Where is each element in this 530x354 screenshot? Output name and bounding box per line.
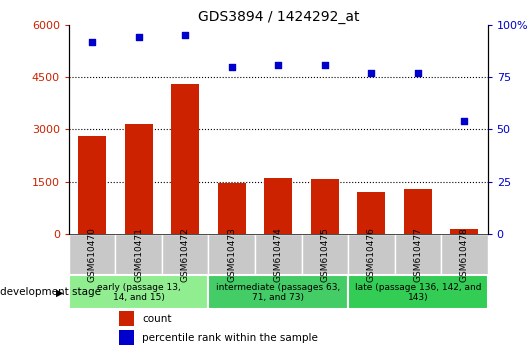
Text: count: count (142, 314, 172, 324)
Bar (78, 136, 106, 234)
Bar (441, 234, 488, 275)
Point (274, 62, 282, 67)
Point (88, 39, 96, 44)
Text: GSM610476: GSM610476 (367, 227, 376, 282)
Bar (208, 275, 348, 309)
Point (460, 118, 469, 124)
Text: GSM610475: GSM610475 (320, 227, 329, 282)
Text: late (passage 136, 142, and
143): late (passage 136, 142, and 143) (355, 282, 481, 302)
Bar (348, 234, 394, 275)
Bar (394, 234, 441, 275)
Bar (69, 275, 208, 309)
Text: GSM610473: GSM610473 (227, 227, 236, 282)
Point (321, 62, 329, 67)
Point (181, 33, 189, 38)
Text: GSM610470: GSM610470 (87, 227, 96, 282)
Bar (69, 234, 116, 275)
Point (135, 34, 143, 40)
Point (413, 70, 422, 76)
Text: GSM610477: GSM610477 (413, 227, 422, 282)
Bar (255, 234, 302, 275)
Text: GSM610478: GSM610478 (460, 227, 469, 282)
Bar (208, 234, 255, 275)
Text: GSM610472: GSM610472 (181, 227, 190, 282)
Bar (119, 311, 134, 326)
Bar (171, 84, 199, 234)
Text: GSM610471: GSM610471 (134, 227, 143, 282)
Text: early (passage 13,
14, and 15): early (passage 13, 14, and 15) (97, 282, 181, 302)
Bar (218, 183, 246, 234)
Bar (125, 124, 153, 234)
Bar (119, 330, 134, 345)
Bar (357, 192, 385, 234)
Bar (302, 234, 348, 275)
Text: GSM610474: GSM610474 (274, 227, 282, 282)
Bar (450, 229, 478, 234)
Text: ▶: ▶ (56, 287, 64, 297)
Bar (348, 275, 488, 309)
Point (367, 70, 376, 76)
Point (227, 64, 236, 69)
Bar (311, 179, 339, 234)
Title: GDS3894 / 1424292_at: GDS3894 / 1424292_at (198, 10, 359, 24)
Text: development stage: development stage (0, 287, 101, 297)
Bar (404, 189, 432, 234)
Bar (264, 178, 292, 234)
Text: percentile rank within the sample: percentile rank within the sample (142, 332, 318, 343)
Bar (162, 234, 208, 275)
Bar (116, 234, 162, 275)
Text: intermediate (passages 63,
71, and 73): intermediate (passages 63, 71, and 73) (216, 282, 340, 302)
